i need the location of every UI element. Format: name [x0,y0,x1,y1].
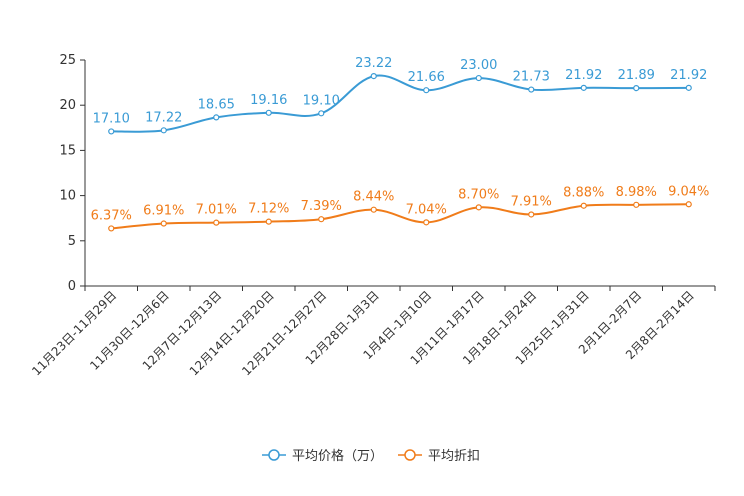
data-point [685,84,692,91]
data-label: 8.98% [616,185,657,200]
x-tick-label: 11月23日-11月29日 [29,288,119,378]
legend-marker-icon [404,449,416,461]
data-label: 19.10 [303,93,340,108]
data-label: 7.01% [196,203,237,218]
data-point [685,201,692,208]
data-point [160,220,167,227]
y-tick-label: 5 [68,234,76,249]
data-point [160,127,167,134]
y-tick-label: 25 [59,53,76,68]
data-label: 7.04% [406,202,447,217]
data-label: 21.92 [565,68,602,83]
data-point [423,87,430,94]
legend-label: 平均价格（万） [292,448,383,464]
data-point [213,219,220,226]
data-label: 17.10 [93,111,130,126]
data-label: 8.88% [563,186,604,201]
y-tick-label: 15 [59,143,76,158]
data-point [265,109,272,116]
data-label: 8.44% [353,190,394,205]
data-label: 6.37% [91,208,132,223]
legend-label: 平均折扣 [428,449,480,464]
data-label: 21.73 [513,70,550,85]
data-point [318,216,325,223]
data-point [633,85,640,92]
series-1: 17.10 17.22 18.65 19.16 19.10 23.22 21.66 23.00… [93,56,707,135]
data-label: 21.66 [408,70,445,85]
data-point [528,211,535,218]
data-label: 21.92 [670,68,707,83]
data-point [108,128,115,135]
y-tick-label: 20 [59,98,76,113]
data-label: 7.91% [511,194,552,209]
data-point [318,110,325,117]
data-point [265,218,272,225]
data-point [213,114,220,121]
data-point [475,74,482,82]
legend-marker-icon [268,449,280,461]
series-2: 6.37% 6.91% 7.01% 7.12% 7.39% 8.44% 7.04% 8.70%… [91,184,709,232]
series-line [111,203,689,230]
series-line [111,74,689,133]
data-label: 7.12% [248,202,289,217]
data-point [633,201,640,208]
y-tick-label: 0 [68,279,76,294]
data-label: 17.22 [145,110,182,125]
data-point [370,206,377,213]
data-point [528,86,535,93]
data-point [423,219,430,226]
data-label: 7.39% [301,199,342,214]
data-point [580,84,587,91]
data-point [108,225,115,232]
data-label: 8.70% [458,187,499,202]
data-point [475,204,482,211]
data-point [580,202,587,209]
data-label: 23.22 [355,56,392,71]
y-tick-label: 10 [59,189,76,204]
data-label: 19.16 [250,93,287,108]
data-label: 6.91% [143,204,184,219]
data-label: 21.89 [618,68,655,83]
data-label: 23.00 [460,58,497,73]
legend: 平均价格（万） 平均折扣 [262,448,480,464]
data-label: 18.65 [198,97,235,112]
data-label: 9.04% [668,184,709,199]
data-point [370,72,377,80]
